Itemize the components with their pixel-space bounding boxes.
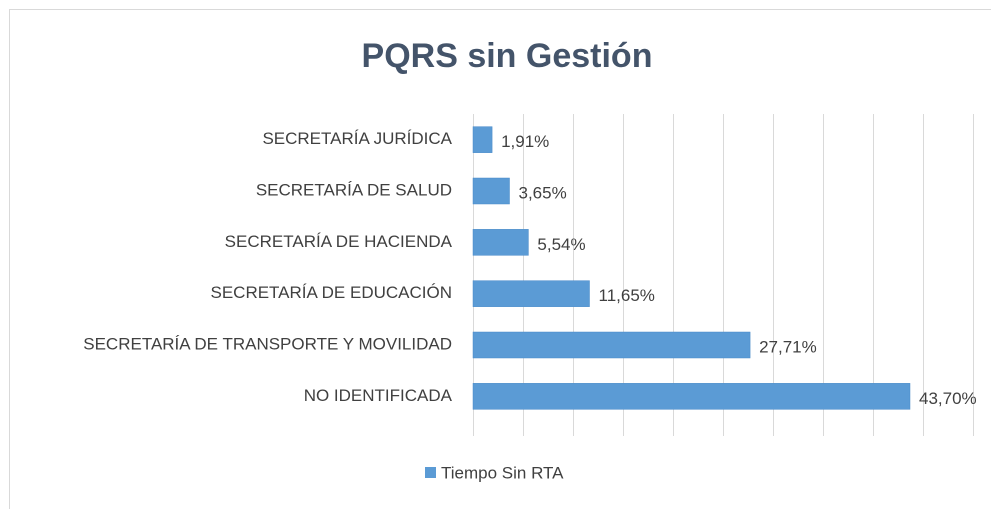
bar bbox=[472, 280, 590, 307]
data-label: 5,54% bbox=[537, 235, 585, 254]
bar bbox=[472, 383, 911, 410]
bar bbox=[472, 331, 751, 359]
y-tick-label: SECRETARÍA DE SALUD bbox=[256, 180, 452, 199]
data-label: 11,65% bbox=[599, 286, 655, 305]
y-tick-label: SECRETARÍA DE TRANSPORTE Y MOVILIDAD bbox=[83, 334, 452, 353]
y-tick-label: SECRETARÍA JURÍDICA bbox=[262, 129, 452, 148]
bar bbox=[472, 177, 510, 205]
data-label: 3,65% bbox=[519, 183, 567, 202]
data-label: 1,91% bbox=[501, 132, 549, 151]
y-tick-label: SECRETARÍA DE EDUCACIÓN bbox=[210, 283, 452, 302]
data-label: 43,70% bbox=[919, 389, 977, 408]
bar bbox=[472, 126, 493, 153]
legend-label: Tiempo Sin RTA bbox=[441, 463, 564, 482]
y-tick-label: SECRETARÍA DE HACIENDA bbox=[225, 232, 453, 251]
bar bbox=[472, 229, 529, 256]
chart-title: PQRS sin Gestión bbox=[362, 37, 653, 75]
data-label: 27,71% bbox=[759, 337, 817, 356]
legend-swatch bbox=[425, 467, 436, 478]
chart-border bbox=[9, 9, 991, 509]
y-tick-label: NO IDENTIFICADA bbox=[304, 386, 453, 405]
